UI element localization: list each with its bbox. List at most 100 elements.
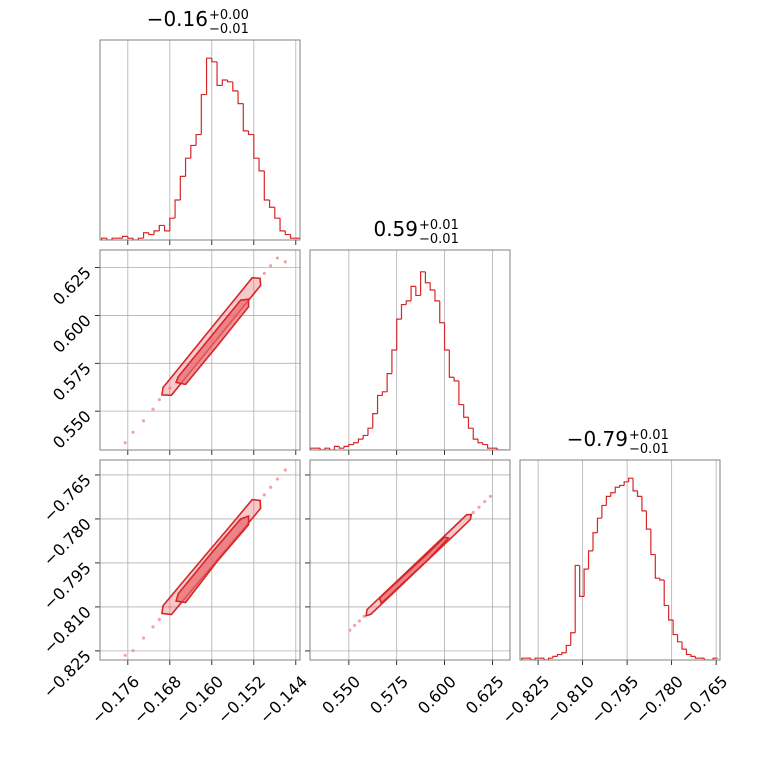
histogram-bin [163,225,170,232]
histogram-bin [415,286,421,297]
y-tick-label: −0.780 [40,514,95,569]
histogram-bin [232,81,239,92]
sample-point [283,468,287,472]
sample-point [269,264,273,268]
axes-frame [99,459,301,661]
histogram-bin [521,657,527,660]
histogram-bin [348,443,354,447]
sample-point [151,625,155,629]
contour [175,514,250,604]
sample-point [471,510,475,515]
histogram-bin [324,447,330,450]
sample-point [275,256,280,260]
axes-frame [309,459,511,661]
contour [175,298,250,386]
histogram-bin [357,438,364,443]
histogram-bin [458,380,464,406]
histogram-bin [372,413,378,429]
histogram-bin [127,236,134,239]
histogram-bin [410,285,416,301]
histogram-bin [448,350,455,378]
x-tick-label: −0.825 [498,672,553,727]
histogram-bin [482,442,488,446]
y-tick-label: 0.600 [49,311,95,357]
histogram-bin [386,373,392,392]
histogram-bin [636,490,642,497]
histogram-bin [477,439,483,444]
histogram-bin [570,632,576,646]
histogram-bin [605,495,611,506]
y-tick-label: −0.765 [40,470,95,525]
histogram-bin [453,377,459,382]
histogram-bin [289,234,296,239]
sample-point [131,649,135,653]
histogram-bin [221,79,228,86]
x-tick-label: −0.144 [256,672,311,727]
histogram-bin [543,658,549,660]
panel: −0.176−0.168−0.160−0.152−0.144−0.825−0.8… [40,459,311,727]
histogram-bin [343,445,349,449]
panel: 0.59 +0.01−0.01 [309,217,511,455]
histogram-bin [472,428,479,440]
histogram-bin [583,568,589,597]
histogram-bin [253,134,260,159]
histogram-bin [310,447,316,450]
x-tick-label: −0.810 [543,672,598,727]
sample-point [477,505,481,509]
histogram-bin [443,322,450,351]
histogram-bin [142,232,149,239]
axes-frame [99,249,301,451]
y-tick-label: 0.575 [49,359,95,405]
histogram-bin [420,271,426,296]
histogram-bin [400,303,407,320]
panel-title: 0.59 [373,217,418,241]
axes-frame [309,249,511,451]
histogram-bin [263,170,270,201]
sample-point [131,430,135,434]
panel: −0.825−0.810−0.795−0.780−0.765 −0.79 +0.01… [498,427,731,727]
sample-point [483,500,487,504]
histogram-bin [106,238,113,240]
sample-point [275,477,280,481]
histogram-bin [148,232,155,236]
histogram-bin [654,554,660,579]
histogram-bin [628,477,634,482]
histogram-bin [556,653,562,657]
sample-point [151,407,155,411]
histogram-bin [367,427,373,436]
histogram-bin [650,529,656,556]
histogram-bin [601,504,607,519]
histogram-bin [226,80,233,83]
y-tick-label: −0.810 [40,602,95,657]
sample-point [157,398,161,402]
title-upper: +0.01 [419,218,459,233]
histogram-bin [376,394,383,414]
histogram-bin [205,57,212,95]
axes-frame [99,39,301,241]
histogram-bin [319,448,325,450]
sample-point [168,386,172,390]
histogram-bin [672,620,678,636]
histogram-bin [268,200,275,208]
sample-point [141,419,146,423]
histogram-bin [561,652,567,655]
histogram-bin [668,605,674,621]
histogram-bin [216,61,223,87]
histogram-bin [645,510,651,530]
histogram-bin [463,404,469,418]
title-upper: +0.01 [629,428,669,443]
histogram-bin [190,144,197,159]
sample-point [352,623,357,627]
x-tick-label: −0.780 [632,672,687,727]
histogram-bin [174,199,181,219]
histogram-bin [534,657,540,660]
sample-point [262,271,266,275]
title-lower: −0.01 [629,442,669,457]
sample-point [123,441,127,445]
histogram-bin [396,318,402,350]
histogram-bin [712,657,718,660]
histogram-bin [329,448,335,450]
histogram-bin [132,238,139,240]
histogram-bin [362,434,368,440]
